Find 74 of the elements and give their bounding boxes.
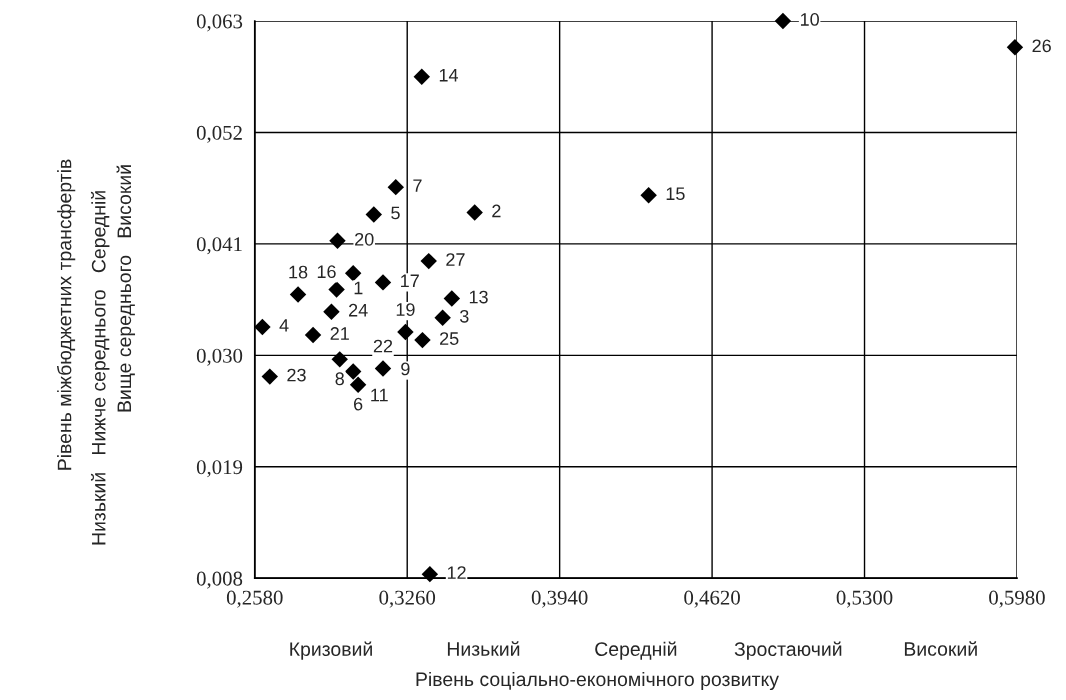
text: Зростаючий	[734, 641, 842, 660]
text: Низький	[447, 641, 520, 656]
y-tick-label: 0,052	[196, 125, 242, 143]
point	[466, 204, 483, 221]
annotation: 11	[371, 388, 388, 402]
annotation: 10	[800, 13, 819, 26]
point	[640, 187, 657, 204]
point	[344, 265, 362, 282]
annotation: 19	[396, 303, 415, 316]
point	[434, 309, 451, 327]
point	[413, 68, 430, 85]
y-tick-label: 0,019	[196, 460, 243, 478]
annotation: 6	[354, 397, 363, 411]
annotation: 1	[354, 281, 363, 295]
annotation: 14	[439, 68, 458, 82]
point	[421, 565, 439, 583]
point	[304, 326, 322, 344]
x-tick-label: 0,2580	[226, 590, 283, 608]
point	[414, 331, 431, 349]
point	[374, 360, 392, 377]
y-tick-label: 0,063	[196, 14, 243, 32]
point	[443, 290, 461, 307]
annotation: 9	[401, 362, 410, 376]
text: Середній	[595, 641, 677, 660]
annotation: 8	[335, 372, 344, 386]
annotation: 21	[330, 327, 349, 340]
point	[420, 252, 437, 270]
annotation: 12	[447, 566, 466, 579]
annotation: 22	[373, 339, 393, 353]
point	[323, 303, 340, 320]
x-tick-label: 0,4620	[684, 590, 740, 608]
annotation: 15	[666, 187, 685, 201]
text: Кризовий	[290, 641, 372, 660]
annotation: 3	[459, 309, 469, 323]
annotation: 24	[349, 303, 368, 317]
annotation: 5	[391, 206, 400, 220]
y-tick-label: 0,008	[196, 571, 243, 589]
point	[387, 178, 404, 196]
annotation: 23	[287, 368, 306, 382]
x-tick-label: 0,5980	[989, 590, 1045, 608]
y-tick-label: 0,041	[196, 237, 242, 255]
text: Рівень міжбюджетних трансфертів	[56, 159, 76, 470]
point	[349, 376, 367, 393]
text: Низький Нижче середнього Середній	[90, 191, 110, 545]
annotation: 2	[492, 204, 501, 218]
annotation: 7	[413, 179, 422, 192]
text: Високий	[904, 641, 977, 656]
x-tick-label: 0,3940	[531, 590, 588, 608]
x-tick-label: 0,3260	[379, 590, 436, 608]
point	[344, 363, 362, 380]
annotation: 16	[317, 265, 336, 279]
point	[329, 232, 346, 250]
y-tick-label: 0,030	[196, 348, 243, 366]
annotation: 26	[1032, 39, 1051, 53]
x-tick-label: 0,5300	[836, 590, 893, 608]
point	[774, 12, 792, 30]
point	[365, 206, 383, 223]
annotation: 18	[289, 265, 308, 279]
point	[331, 351, 348, 368]
point	[328, 281, 345, 298]
point	[289, 286, 307, 303]
text: Вище середнього Високий	[116, 165, 136, 412]
annotation: 4	[279, 319, 289, 332]
point	[374, 274, 392, 291]
point	[1006, 39, 1024, 56]
annotation: 27	[446, 253, 465, 266]
annotation: 20	[355, 232, 374, 246]
point	[254, 318, 271, 336]
annotation: 25	[440, 332, 459, 345]
x-axis-title: Рівень соціально-економічного розвитку	[416, 671, 779, 691]
annotation: 17	[401, 274, 419, 288]
point	[261, 368, 279, 385]
annotation: 13	[469, 290, 488, 304]
point	[397, 323, 414, 341]
